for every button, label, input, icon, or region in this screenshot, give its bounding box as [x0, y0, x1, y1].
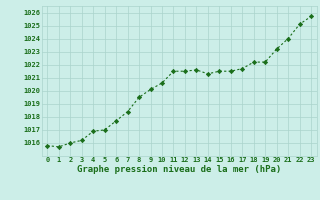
X-axis label: Graphe pression niveau de la mer (hPa): Graphe pression niveau de la mer (hPa): [77, 165, 281, 174]
